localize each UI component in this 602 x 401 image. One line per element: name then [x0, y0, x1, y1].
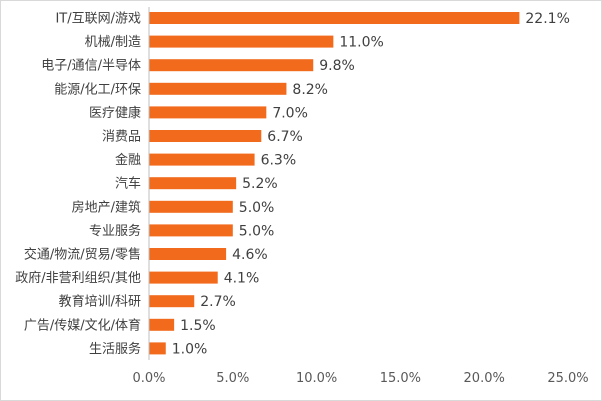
category-label: 机械/制造 — [85, 35, 141, 50]
value-labels: 22.1% 11.0% 9.8% 8.2% 7.0% 6.7% 6.3% 5.2% 5.0% 5.… — [172, 11, 570, 357]
bar — [149, 35, 334, 48]
bar — [149, 130, 262, 142]
data-label: 5.0% — [239, 223, 275, 239]
bar — [149, 106, 267, 119]
category-label: 金融 — [115, 152, 141, 168]
data-label: 5.2% — [242, 176, 278, 192]
data-label: 1.5% — [180, 318, 216, 334]
category-label: 生活服务 — [89, 341, 141, 357]
data-label: 6.7% — [267, 129, 303, 145]
data-label: 5.0% — [239, 200, 275, 216]
bar — [149, 318, 175, 331]
category-label: 政府/非营利组织/其他 — [15, 271, 141, 286]
category-label: IT/互联网/游戏 — [55, 12, 141, 27]
category-label: 教育培训/科研 — [59, 294, 141, 310]
category-label: 专业服务 — [89, 223, 141, 239]
bar — [149, 342, 166, 355]
x-tick-label: 5.0% — [216, 371, 249, 386]
category-label: 电子/通信/半导体 — [41, 59, 141, 74]
data-label: 8.2% — [292, 82, 328, 98]
data-label: 7.0% — [272, 105, 308, 121]
category-label: 医疗健康 — [89, 105, 141, 121]
bar — [149, 59, 314, 72]
bar — [149, 200, 233, 213]
bar — [149, 248, 227, 260]
category-label: 交通/物流/贸易/零售 — [24, 247, 141, 263]
category-label: 房地产/建筑 — [72, 199, 141, 215]
x-axis-ticks: 0.0% 5.0% 10.0% 15.0% 20.0% 25.0% — [132, 371, 588, 386]
bar — [149, 12, 520, 24]
x-tick-label: 10.0% — [296, 371, 337, 386]
bar — [149, 224, 233, 237]
category-label: 广告/传媒/文化/体育 — [24, 317, 141, 333]
bar — [149, 82, 287, 95]
bar — [149, 271, 218, 284]
data-label: 4.6% — [232, 247, 268, 263]
bars-group — [149, 12, 520, 355]
bar — [149, 177, 237, 190]
x-tick-label: 15.0% — [380, 371, 421, 386]
data-label: 4.1% — [224, 271, 260, 287]
data-label: 6.3% — [261, 153, 297, 169]
data-label: 1.0% — [172, 341, 208, 357]
x-tick-label: 0.0% — [132, 371, 165, 386]
category-label: 消费品 — [102, 130, 141, 145]
data-label: 2.7% — [200, 294, 236, 310]
data-label: 22.1% — [525, 11, 569, 27]
category-label: 能源/化工/环保 — [54, 82, 141, 97]
x-tick-label: 20.0% — [464, 371, 505, 386]
category-label: 汽车 — [115, 176, 141, 192]
bar — [149, 153, 255, 166]
x-tick-label: 25.0% — [547, 371, 588, 386]
data-label: 9.8% — [319, 58, 355, 74]
category-labels: IT/互联网/游戏机械/制造电子/通信/半导体能源/化工/环保医疗健康消费品金融… — [15, 12, 141, 357]
bar — [149, 295, 195, 308]
data-label: 11.0% — [339, 35, 383, 51]
